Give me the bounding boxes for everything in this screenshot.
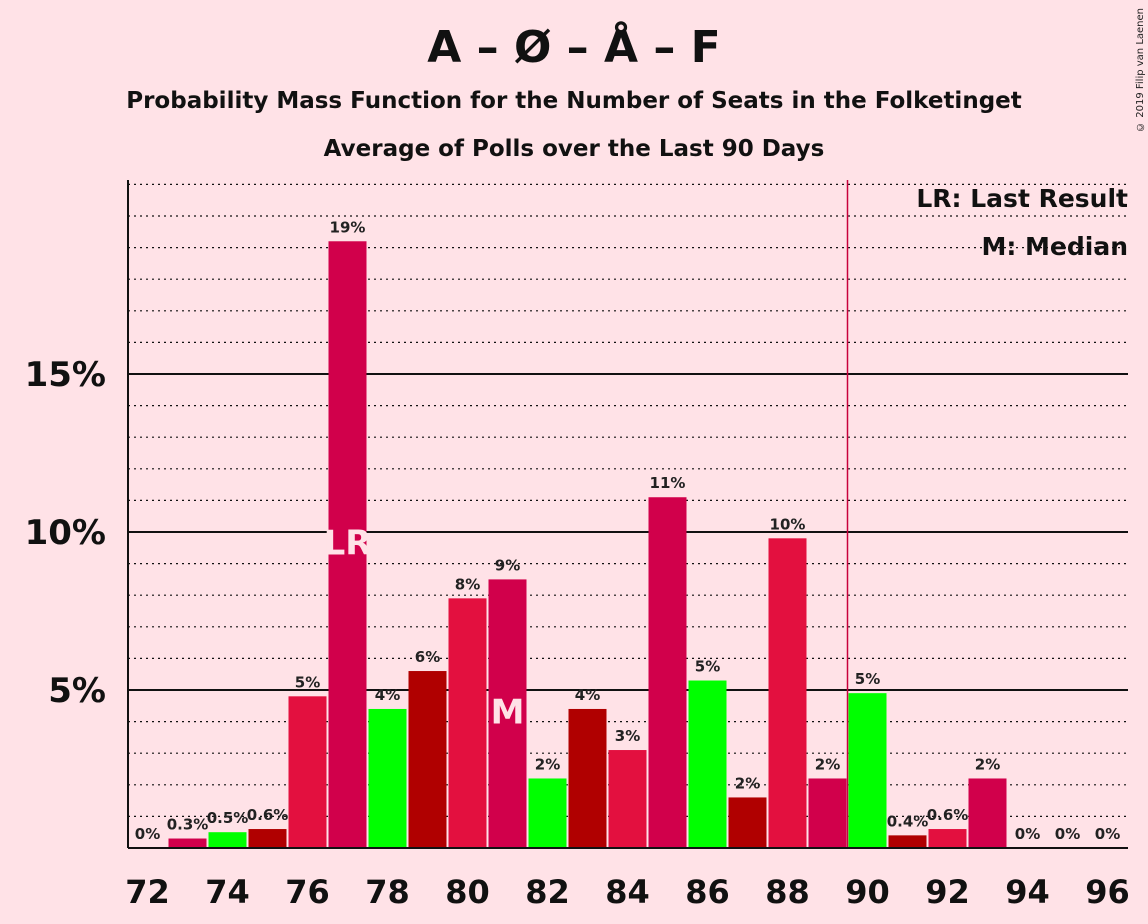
- x-tick-label: 86: [685, 873, 730, 911]
- axes: 5% 10% 15% 72 74 76 78 80 82 84 86 88 90 92 94 96: [25, 180, 1130, 911]
- bar-93: [968, 778, 1007, 848]
- legend-median: M: Median: [981, 232, 1128, 261]
- bar-76: [288, 696, 327, 848]
- bar-89: [808, 778, 847, 848]
- data-label-81: 9%: [495, 556, 520, 574]
- bar-86: [688, 680, 727, 848]
- y-tick-label: 5%: [48, 671, 106, 711]
- median-marker: M: [491, 693, 525, 733]
- x-tick-label: 88: [765, 873, 810, 911]
- bar-90: [848, 693, 887, 848]
- data-label-94: 0%: [1015, 825, 1040, 843]
- data-label-88: 10%: [770, 515, 806, 533]
- data-label-96: 0%: [1095, 825, 1120, 843]
- chart-subtitle: Probability Mass Function for the Number…: [126, 88, 1022, 114]
- bar-74: [208, 832, 247, 848]
- bar-77: [328, 241, 367, 848]
- data-label-80: 8%: [455, 575, 480, 593]
- data-labels: 0%0.3%0.5%0.6%5%19%4%6%8%9%2%4%3%11%5%2%…: [135, 218, 1120, 843]
- x-tick-label: 82: [525, 873, 570, 911]
- bar-84: [608, 750, 647, 848]
- x-tick-label: 78: [365, 873, 410, 911]
- bar-85: [648, 497, 687, 848]
- chart-subtitle-2: Average of Polls over the Last 90 Days: [323, 136, 825, 162]
- x-tick-label: 94: [1005, 873, 1050, 911]
- last-result-marker: LR: [324, 524, 372, 564]
- x-tick-label: 74: [205, 873, 250, 911]
- data-label-73: 0.3%: [167, 816, 209, 834]
- x-tick-label: 80: [445, 873, 490, 911]
- data-label-87: 2%: [735, 774, 760, 792]
- bar-87: [728, 797, 767, 848]
- data-label-95: 0%: [1055, 825, 1080, 843]
- bars: [168, 241, 1007, 848]
- gridlines: [128, 183, 1128, 818]
- data-label-82: 2%: [535, 755, 560, 773]
- legend-last-result: LR: Last Result: [916, 184, 1128, 213]
- bar-81: [488, 579, 527, 848]
- data-label-92: 0.6%: [927, 806, 969, 824]
- x-tick-label: 72: [125, 873, 170, 911]
- data-label-85: 11%: [650, 474, 686, 492]
- y-tick-label: 10%: [25, 513, 106, 553]
- data-label-91: 0.4%: [887, 812, 929, 830]
- bar-92: [928, 829, 967, 848]
- bar-79: [408, 671, 447, 848]
- data-label-79: 6%: [415, 648, 440, 666]
- data-label-72: 0%: [135, 825, 160, 843]
- bar-88: [768, 538, 807, 848]
- data-label-76: 5%: [295, 673, 320, 691]
- data-label-93: 2%: [975, 755, 1000, 773]
- data-label-86: 5%: [695, 658, 720, 676]
- bar-73: [168, 838, 207, 848]
- x-tick-label: 76: [285, 873, 330, 911]
- data-label-83: 4%: [575, 686, 600, 704]
- data-label-90: 5%: [855, 670, 880, 688]
- bar-83: [568, 708, 607, 848]
- data-label-74: 0.5%: [207, 809, 249, 827]
- bar-80: [448, 598, 487, 848]
- data-label-78: 4%: [375, 686, 400, 704]
- data-label-89: 2%: [815, 755, 840, 773]
- x-tick-label: 96: [1085, 873, 1130, 911]
- x-tick-label: 84: [605, 873, 650, 911]
- chart-title: A – Ø – Å – F: [427, 22, 721, 73]
- bar-82: [528, 778, 567, 848]
- data-label-77: 19%: [330, 218, 366, 236]
- x-tick-label: 90: [845, 873, 890, 911]
- bar-91: [888, 835, 927, 848]
- x-tick-label: 92: [925, 873, 970, 911]
- bar-75: [248, 829, 287, 848]
- data-label-75: 0.6%: [247, 806, 289, 824]
- bar-78: [368, 708, 407, 848]
- y-tick-label: 15%: [25, 355, 106, 395]
- data-label-84: 3%: [615, 727, 640, 745]
